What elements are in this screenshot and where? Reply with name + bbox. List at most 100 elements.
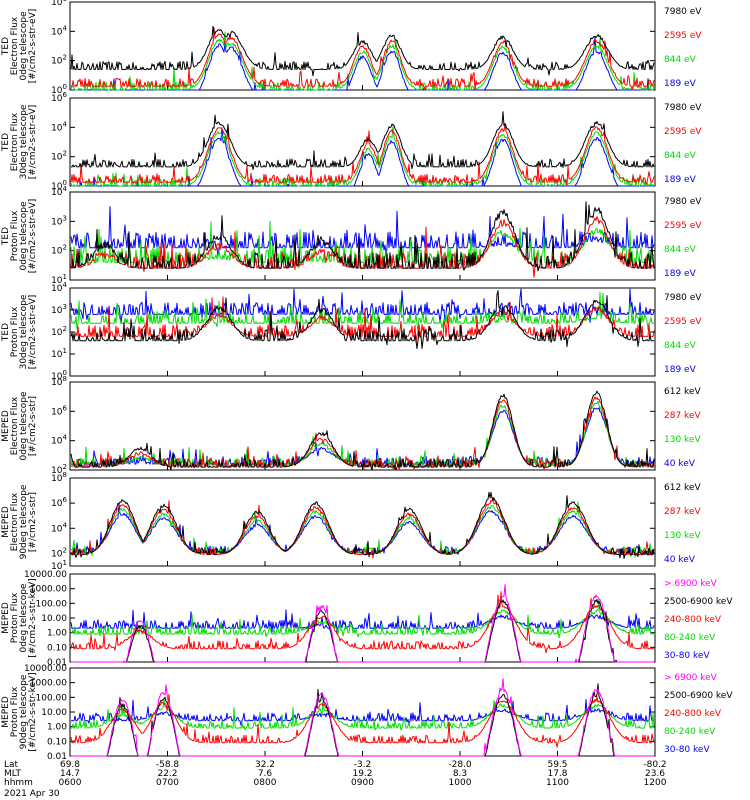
footer-row-label: hhmm: [4, 778, 33, 788]
series-trace-blue: [71, 407, 655, 471]
y-axis-label: [#/cm2-s-str-eV]: [28, 9, 38, 84]
legend-entry: 287 keV: [664, 411, 701, 421]
y-tick-label: 102: [51, 546, 67, 559]
legend-entry: 189 eV: [664, 79, 697, 89]
legend-entry: 30-80 keV: [664, 651, 710, 661]
y-axis-label: Proton Flux: [10, 592, 20, 643]
plot-frame: [69, 381, 656, 471]
footer-hhmm-value: 0900: [351, 778, 374, 788]
legend-entry: 612 keV: [664, 483, 701, 493]
y-tick-label: 10000.00: [24, 570, 67, 580]
y-tick-label: 100: [51, 369, 67, 382]
legend-entry: 189 eV: [664, 269, 697, 279]
y-tick-label: 104: [51, 185, 67, 198]
legend-entry: 7980 eV: [664, 103, 702, 113]
y-tick-label: 104: [51, 521, 67, 534]
y-tick-label: 104: [51, 434, 67, 447]
y-tick-label: 102: [51, 54, 67, 67]
y-axis-label: Electron Flux: [10, 112, 20, 171]
legend-entry: 2595 eV: [664, 127, 702, 137]
legend-entry: 130 keV: [664, 435, 701, 445]
footer-mlt-value: 8.3: [453, 769, 467, 779]
footer-hhmm-value: 0600: [59, 778, 82, 788]
panel-2: 100 102 104 106 TED Electron Flux 30deg telesc…: [1, 91, 702, 192]
legend-entry: 7980 eV: [664, 293, 702, 303]
y-tick-label: 0.10: [47, 643, 67, 653]
y-tick-label: 102: [51, 325, 67, 338]
series-trace-magenta: [71, 678, 654, 757]
footer-lat-value: 32.2: [255, 760, 275, 770]
series-trace-black: [70, 491, 655, 559]
series-trace-black: [70, 290, 654, 349]
y-tick-label: 0.01: [47, 752, 67, 762]
legend-entry: 240-800 keV: [664, 615, 722, 625]
y-tick-label: 106: [51, 91, 67, 104]
legend-entry: 844 eV: [664, 341, 697, 351]
y-axis-label: MEPED: [1, 410, 11, 442]
y-axis-label: 30deg telescope: [19, 104, 29, 179]
y-tick-label: 101: [51, 273, 67, 286]
y-tick-label: 104: [51, 24, 67, 37]
legend-entry: 80-240 keV: [664, 633, 716, 643]
y-axis-label: 90deg telescope: [19, 674, 29, 749]
y-axis-label: MEPED: [1, 602, 11, 634]
legend-entry: 130 keV: [664, 531, 701, 541]
y-tick-label: 102: [51, 244, 67, 257]
y-axis-label: TED: [1, 133, 11, 152]
legend-entry: 2595 eV: [664, 221, 702, 231]
y-axis-label: Proton Flux: [10, 306, 20, 357]
y-tick-label: 102: [51, 463, 67, 476]
legend-entry: > 6900 keV: [664, 579, 718, 589]
legend-entry: 30-80 keV: [664, 745, 710, 755]
footer-mlt-value: 7.6: [258, 769, 273, 779]
y-axis-label: TED: [1, 227, 11, 246]
y-tick-label: 103: [51, 303, 67, 316]
series-trace-blue: [71, 503, 655, 554]
footer-mlt-value: 22.2: [157, 769, 177, 779]
footer-lat-value: -3.2: [354, 760, 372, 770]
series-trace-black: [70, 25, 655, 77]
panel-3: 101 102 103 104 TED Proton Flux 0deg telescope…: [1, 185, 702, 286]
y-tick-label: 101: [51, 347, 67, 360]
legend-entry: 80-240 keV: [664, 727, 716, 737]
y-tick-label: 1000.00: [30, 679, 67, 689]
series-trace-black: [71, 111, 655, 170]
y-tick-label: 1.00: [47, 629, 67, 639]
y-axis-label: TED: [1, 37, 11, 56]
series-trace-black: [71, 201, 655, 272]
legend-entry: 7980 eV: [664, 7, 702, 17]
y-axis-label: [#/cm2-s-str-eV]: [28, 199, 38, 274]
series-trace-red: [71, 396, 655, 471]
legend-entry: 40 keV: [664, 555, 696, 565]
y-axis-label: Proton Flux: [10, 686, 20, 737]
y-axis-label: 90deg telescope: [19, 484, 29, 559]
y-tick-label: 106: [51, 0, 67, 8]
plot-frame: [69, 573, 656, 663]
y-axis-label: [#/cm2-s-str-keV]: [28, 578, 38, 657]
panel-4: 100 101 102 103 104 TED Proton Flux 30deg teles…: [1, 281, 702, 382]
y-tick-label: 108: [51, 471, 67, 484]
footer-lat-value: 59.5: [547, 760, 567, 770]
y-tick-label: 102: [51, 150, 67, 163]
y-axis-label: MEPED: [1, 506, 11, 538]
footer-lat-value: 69.8: [60, 760, 80, 770]
panel-8: 0.01 0.10 1.00 10.00 100.00 1000.00 10000.00 ME…: [1, 664, 733, 762]
legend-entry: 189 eV: [664, 365, 697, 375]
y-axis-label: MEPED: [1, 696, 11, 728]
footer-lat-value: -80.2: [643, 760, 666, 770]
y-tick-label: 108: [51, 375, 67, 388]
legend-entry: 844 eV: [664, 55, 697, 65]
legend-entry: 612 keV: [664, 387, 701, 397]
y-tick-label: 106: [51, 404, 67, 417]
y-tick-label: 100.00: [36, 599, 68, 609]
series-trace-green: [71, 699, 655, 731]
footer-row-label: Lat: [4, 760, 19, 770]
footer-mlt-value: 17.8: [547, 769, 567, 779]
y-tick-label: 100.00: [36, 693, 68, 703]
legend-entry: 7980 eV: [664, 197, 702, 207]
footer-row-label: MLT: [4, 769, 22, 779]
y-axis-label: [#/cm2-s-str-keV]: [28, 672, 38, 751]
y-tick-label: 106: [51, 496, 67, 509]
